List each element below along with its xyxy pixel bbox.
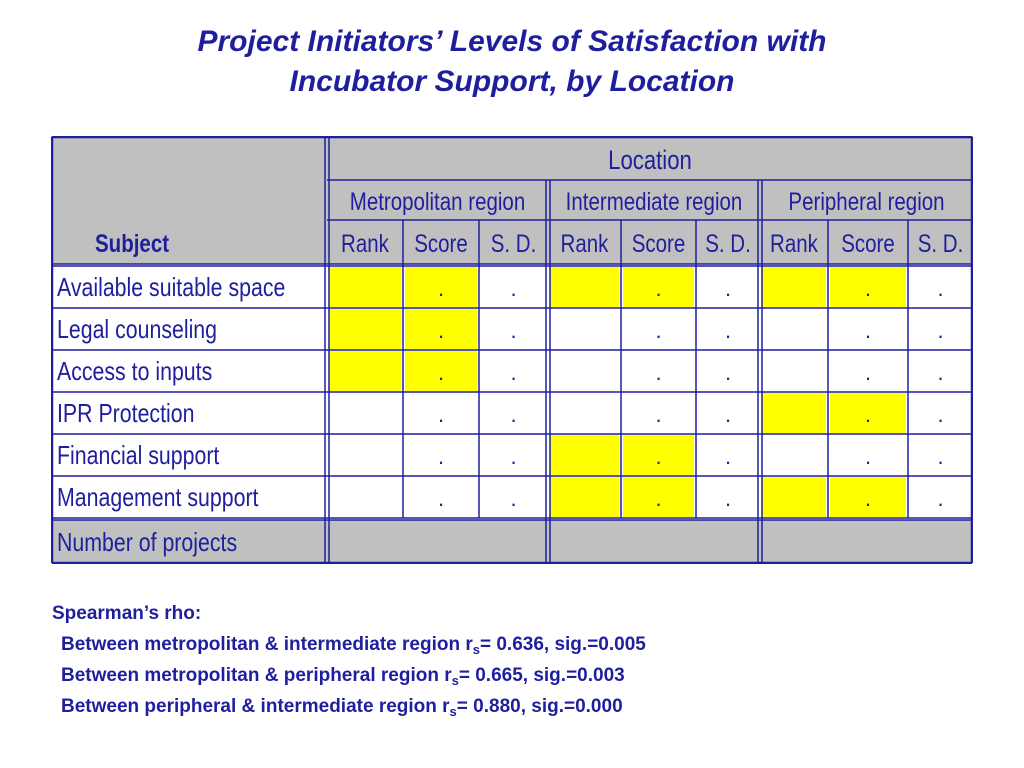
spearman-line: Between metropolitan & intermediate regi… [61,634,646,657]
region-header: Intermediate region [565,188,743,216]
subcolumn-header: Rank [770,230,818,258]
highlight-cell [405,351,477,391]
cell-value: . [937,276,944,301]
region-header: Metropolitan region [349,188,526,216]
highlight-cell [623,267,694,307]
cell-value: . [438,486,445,511]
subcolumn-header: Score [414,230,468,258]
row-label: IPR Protection [57,398,195,428]
cell-value: . [865,318,872,343]
highlight-cell [762,267,826,307]
cell-value: . [725,444,732,469]
cell-value: . [655,276,662,301]
cell-value: . [937,486,944,511]
cell-value: . [655,486,662,511]
location-header: Location [608,145,692,175]
satisfaction-table: Location Metropolitan region Intermediate … [51,136,973,564]
cell-value: . [865,276,872,301]
title-line-2: Incubator Support, by Location [289,65,735,98]
highlight-cell [405,309,477,349]
highlight-cell [830,267,906,307]
cell-value: . [937,444,944,469]
subcolumn-header: Rank [341,230,389,258]
highlight-cell [329,351,401,391]
cell-value: . [438,444,445,469]
region-header: Peripheral region [788,188,945,216]
highlight-cell [623,435,694,475]
cell-value: . [510,486,517,511]
cell-value: . [865,402,872,427]
cell-value: . [865,360,872,385]
table-grid [51,136,973,564]
highlight-cell [830,393,906,433]
cell-value: . [725,276,732,301]
cell-value: . [865,486,872,511]
page-title: Project Initiators’ Levels of Satisfacti… [0,22,1024,102]
spearman-heading: Spearman’s rho: [52,603,202,624]
cell-value: . [510,444,517,469]
row-label: Available suitable space [57,272,286,302]
cell-value: . [510,360,517,385]
row-label: Financial support [57,440,220,470]
cell-value: . [655,444,662,469]
subcolumn-header: Score [631,230,686,258]
title-line-1: Project Initiators’ Levels of Satisfacti… [197,25,827,58]
highlight-cell [623,477,694,517]
highlight-cell [550,477,619,517]
highlight-cell [762,477,826,517]
highlight-cell [550,435,619,475]
cell-value: . [937,360,944,385]
highlight-cell [329,267,401,307]
highlight-cell [830,477,906,517]
cell-value: . [725,318,732,343]
footer-label: Number of projects [57,527,238,557]
spearman-summary: Spearman’s rho: Between metropolitan & i… [52,598,646,722]
cell-value: . [725,360,732,385]
cell-value: . [865,444,872,469]
highlight-cell [550,267,619,307]
highlight-cell [329,309,401,349]
subcolumn-header: Score [841,230,895,258]
cell-value: . [655,360,662,385]
cell-value: . [510,318,517,343]
cell-value: . [655,402,662,427]
header-background [51,136,973,264]
spearman-line: Between metropolitan & peripheral region… [61,665,625,688]
subject-header: Subject [95,230,170,258]
cell-value: . [438,276,445,301]
subcolumn-header: S. D. [705,230,751,258]
subcolumn-header: Rank [560,230,609,258]
subcolumn-header: S. D. [490,230,537,258]
cell-value: . [438,318,445,343]
footer-background [51,520,973,562]
highlight-cell [762,393,826,433]
cell-value: . [937,318,944,343]
cell-value: . [655,318,662,343]
cell-value: . [438,360,445,385]
cell-value: . [725,402,732,427]
cell-value: . [510,402,517,427]
row-label: Access to inputs [57,356,213,386]
subcolumn-header: S. D. [917,230,964,258]
row-label: Management support [57,482,259,512]
highlight-cell [405,267,477,307]
row-label: Legal counseling [57,314,218,344]
cell-value: . [510,276,517,301]
cell-value: . [438,402,445,427]
cell-value: . [937,402,944,427]
cell-value: . [725,486,732,511]
spearman-line: Between peripheral & intermediate region… [61,696,623,719]
